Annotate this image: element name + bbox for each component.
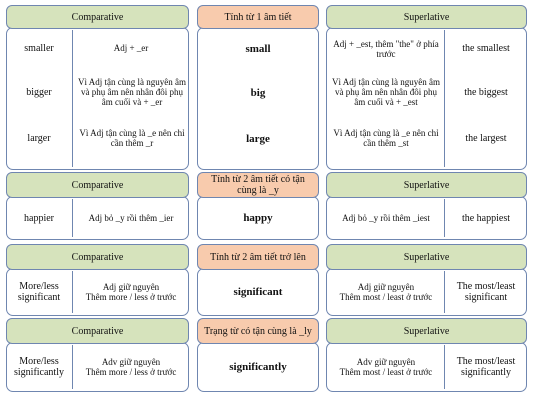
- divider: [444, 199, 445, 237]
- comparative-panel-1: [6, 27, 189, 170]
- superlative-rule: Adj giữ nguyên Thêm most / least ở trước: [339, 282, 433, 302]
- superlative-header: Superlative: [326, 244, 527, 270]
- base-adjective: significant: [233, 285, 283, 298]
- comparative-rule: Adv giữ nguyên Thêm more / less ở trước: [85, 357, 177, 377]
- base-adjective: big: [250, 86, 266, 99]
- comparative-header: Comparative: [6, 5, 189, 29]
- superlative-rule: Adj bỏ _y rồi thêm _iest: [342, 213, 430, 223]
- comparative-word: smaller: [24, 42, 54, 54]
- superlative-word: the happiest: [461, 212, 511, 224]
- group-title-one-syllable: Tính từ 1 âm tiết: [197, 5, 319, 29]
- divider: [444, 345, 445, 389]
- base-adjective: significantly: [229, 360, 287, 373]
- comparative-header: Comparative: [6, 172, 189, 198]
- comparative-word: More/less significant: [17, 281, 61, 303]
- divider: [72, 345, 73, 389]
- comparative-panel-2: [6, 196, 189, 240]
- comparative-rule: Vì Adj tận cùng là nguyên âm và phụ âm n…: [78, 77, 186, 107]
- superlative-word: The most/least significant: [456, 281, 516, 303]
- superlative-header: Superlative: [326, 318, 527, 344]
- superlative-header: Superlative: [326, 5, 527, 29]
- base-adjective: happy: [243, 211, 273, 224]
- superlative-word: the largest: [465, 132, 507, 144]
- superlative-word: the smallest: [462, 42, 510, 54]
- divider: [444, 30, 445, 167]
- comparative-panel-3: [6, 268, 189, 316]
- divider: [72, 199, 73, 237]
- divider: [72, 30, 73, 167]
- group-title-adverb-ly: Trạng từ có tận cùng là _ly: [197, 318, 319, 344]
- divider: [72, 271, 73, 313]
- comparative-header: Comparative: [6, 318, 189, 344]
- superlative-word: the biggest: [464, 86, 508, 98]
- divider: [444, 271, 445, 313]
- comparative-word: larger: [27, 132, 51, 144]
- comparative-rule: Adj giữ nguyên Thêm more / less ở trước: [85, 282, 177, 302]
- comparative-header: Comparative: [6, 244, 189, 270]
- superlative-rule: Adj + _est, thêm "the" ở phía trước: [333, 39, 439, 59]
- adjective-panel-4: [197, 342, 319, 392]
- group-title-two-syllable-y: Tính từ 2 âm tiết có tận cùng là _y: [197, 172, 319, 198]
- comparative-rule: Vì Adj tận cùng là _e nên chỉ cần thêm _…: [79, 128, 185, 148]
- comparative-word: bigger: [26, 86, 52, 98]
- comparative-rule: Adj + _er: [113, 43, 149, 53]
- group-title-multi-syllable: Tính từ 2 âm tiết trở lên: [197, 244, 319, 270]
- superlative-panel-4: [326, 342, 527, 392]
- superlative-header: Superlative: [326, 172, 527, 198]
- base-adjective: small: [245, 42, 271, 55]
- comparative-word: happier: [24, 212, 54, 224]
- superlative-rule: Adv giữ nguyên Thêm most / least ở trước: [339, 357, 433, 377]
- base-adjective: large: [246, 132, 270, 145]
- superlative-word: The most/least significantly: [456, 356, 516, 378]
- adjective-panel-1: [197, 27, 319, 170]
- comparative-word: More/less significantly: [14, 356, 64, 378]
- adjective-panel-2: [197, 196, 319, 240]
- superlative-panel-1: [326, 27, 527, 170]
- superlative-rule: Vì Adj tận cùng là _e nên chỉ cần thêm _…: [333, 128, 439, 148]
- comparative-rule: Adj bỏ _y rồi thêm _ier: [88, 213, 174, 223]
- superlative-rule: Vì Adj tận cùng là nguyên âm và phụ âm n…: [332, 77, 440, 107]
